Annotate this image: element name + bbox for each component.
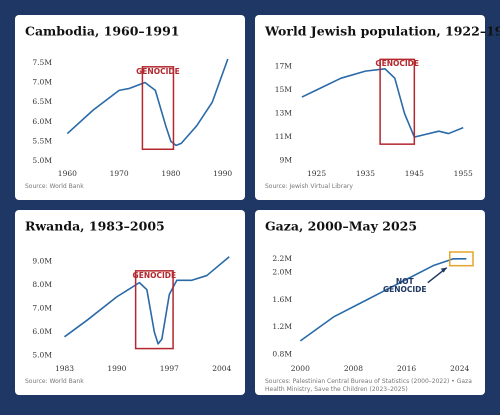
highlight-box (449, 251, 474, 267)
data-line (64, 256, 230, 345)
y-tick-label: 17M (275, 61, 293, 70)
x-tick-label: 2024 (450, 364, 469, 373)
y-tick-label: 7.0M (32, 78, 52, 87)
source-note: Source: World Bank (25, 378, 84, 385)
panel-card (255, 15, 485, 200)
y-tick-label: 9M (280, 156, 293, 165)
panel: Rwanda, 1983–2005 5.0M 6.0M 7.0M 8.0M 9.0M 198… (15, 210, 245, 395)
y-tick-label: 0.8M (272, 350, 292, 359)
highlight-arrowhead (440, 267, 447, 273)
highlight-label-box: GENOCIDE (136, 67, 180, 76)
highlight-label: GENOCIDE (136, 67, 180, 76)
y-tick-label: 15M (275, 85, 293, 94)
y-tick-label: 5.5M (32, 136, 52, 145)
y-tick-label: 5.0M (32, 351, 52, 360)
highlight-label: NOT GENOCIDE (382, 277, 427, 294)
y-tick-label: 5.0M (32, 156, 52, 165)
y-tick-label: 7.5M (32, 58, 52, 67)
highlight-box (379, 58, 416, 145)
y-tick-label: 9.0M (32, 256, 52, 265)
y-tick-label: 6.0M (32, 117, 52, 126)
source-note-box: Sources: Palestinian Central Bureau of S… (265, 378, 472, 394)
x-tick-label: 2008 (344, 364, 363, 373)
x-tick-label: 1945 (405, 169, 424, 178)
panel-card (15, 15, 245, 200)
source-note-box: Source: World Bank (25, 378, 84, 385)
source-note: Source: World Bank (25, 183, 84, 190)
x-tick-label: 2004 (212, 364, 231, 373)
x-tick-label: 1990 (107, 364, 126, 373)
panel-title: Cambodia, 1960–1991 (25, 24, 179, 39)
highlight-label-box: GENOCIDE (132, 271, 177, 280)
y-tick-label: 2.2M (272, 254, 292, 263)
source-note: Sources: Palestinian Central Bureau of S… (265, 378, 472, 394)
y-tick-label: 6.5M (32, 97, 52, 106)
highlight-box (141, 66, 175, 151)
y-tick-label: 11M (275, 132, 293, 141)
y-tick-label: 7.0M (32, 304, 52, 313)
x-tick-label: 2016 (397, 364, 416, 373)
x-tick-label: 1970 (110, 169, 129, 178)
source-note: Source: Jewish Virtual Library (265, 183, 353, 190)
y-tick-label: 1.6M (272, 295, 292, 304)
panel-title: Rwanda, 1983–2005 (25, 219, 165, 234)
panel-card (15, 210, 245, 395)
source-note-box: Source: Jewish Virtual Library (265, 183, 353, 190)
highlight-label-box: GENOCIDE (375, 60, 419, 69)
x-tick-label: 1955 (454, 169, 473, 178)
y-tick-label: 13M (275, 109, 293, 118)
y-tick-label: 2.0M (272, 268, 292, 277)
panel-title: Gaza, 2000–May 2025 (265, 219, 417, 234)
panel: Cambodia, 1960–1991 5.0M 5.5M 6.0M 6.5M 7.0M 7… (15, 15, 245, 200)
highlight-label: GENOCIDE (375, 60, 419, 69)
x-tick-label: 1925 (307, 169, 326, 178)
x-tick-label: 2000 (291, 364, 310, 373)
source-note-box: Source: World Bank (25, 183, 84, 190)
data-line (299, 258, 467, 342)
x-tick-label: 1997 (160, 364, 179, 373)
panel: Gaza, 2000–May 2025 0.8M 1.2M 1.6M 2.0M 2.2M 2… (255, 210, 485, 395)
panel-card (255, 210, 485, 395)
y-tick-label: 8.0M (32, 280, 52, 289)
panel-title: World Jewish population, 1922–1955 (264, 24, 500, 39)
highlight-box (134, 270, 174, 350)
data-line (301, 67, 464, 138)
panel: World Jewish population, 1922–1955 9M 11M 1… (255, 15, 500, 200)
highlight-label-box: NOT GENOCIDE (382, 277, 427, 294)
x-tick-label: 1935 (356, 169, 375, 178)
x-tick-label: 1983 (55, 364, 74, 373)
y-tick-label: 6.0M (32, 327, 52, 336)
highlight-label: GENOCIDE (132, 271, 177, 280)
x-tick-label: 1980 (161, 169, 180, 178)
x-tick-label: 1990 (213, 169, 232, 178)
x-tick-label: 1960 (58, 169, 77, 178)
y-tick-label: 1.2M (272, 322, 292, 331)
data-line (66, 58, 229, 147)
